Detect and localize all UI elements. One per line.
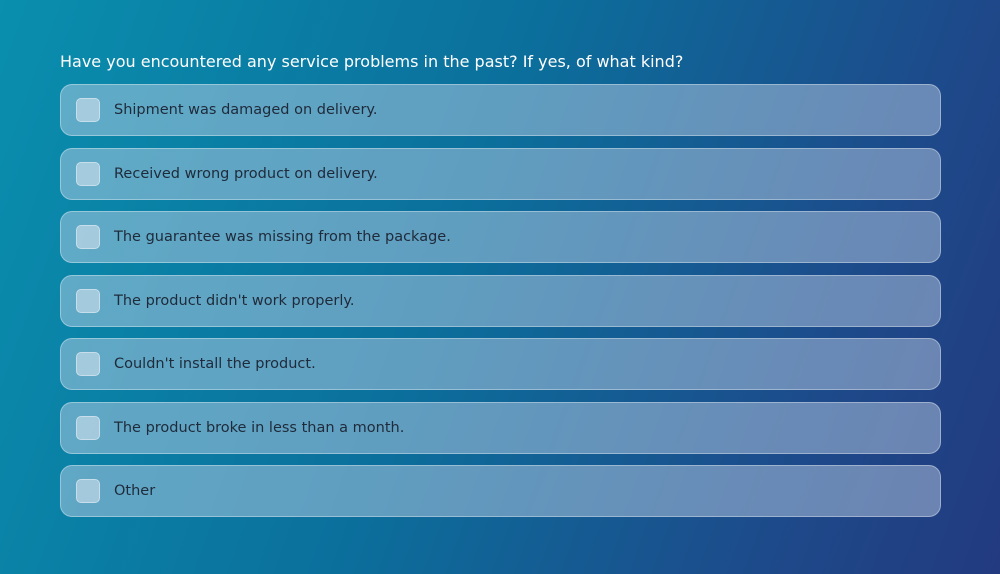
option-label: The product broke in less than a month. [114, 419, 405, 436]
option[interactable]: The product broke in less than a month. [60, 401, 941, 454]
checkbox[interactable] [76, 479, 100, 503]
option-label: Received wrong product on delivery. [114, 165, 378, 182]
option[interactable]: Other [60, 465, 941, 517]
option[interactable]: The product didn't work properly. [60, 274, 941, 327]
checkbox[interactable] [76, 225, 100, 249]
option-label: The guarantee was missing from the packa… [114, 229, 451, 245]
checkbox[interactable] [76, 288, 100, 313]
checkbox[interactable] [76, 352, 100, 376]
option[interactable]: Shipment was damaged on delivery. [60, 84, 941, 136]
option-label: Shipment was damaged on delivery. [114, 102, 378, 118]
option[interactable]: Received wrong product on delivery. [60, 147, 941, 200]
checkbox[interactable] [76, 98, 100, 122]
option[interactable]: The guarantee was missing from the packa… [60, 211, 941, 263]
checkbox[interactable] [76, 161, 100, 186]
option-label: Other [114, 483, 156, 499]
option[interactable]: Couldn't install the product. [60, 338, 941, 390]
option-label: Couldn't install the product. [114, 356, 316, 372]
option-list: Shipment was damaged on delivery. Receive… [60, 84, 941, 529]
checkbox[interactable] [76, 415, 100, 440]
question: Have you encountered any service problem… [60, 52, 684, 71]
option-label: The product didn't work properly. [114, 292, 355, 309]
